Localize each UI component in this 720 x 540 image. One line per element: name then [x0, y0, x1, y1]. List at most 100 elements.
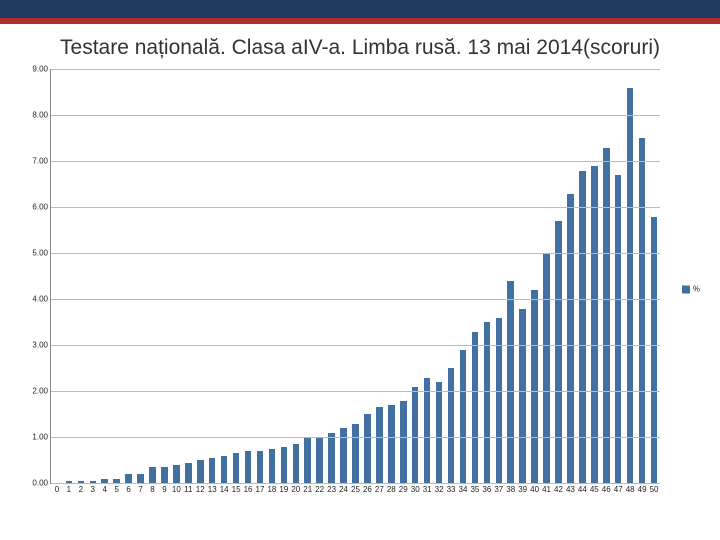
- x-tick-label: 44: [578, 483, 587, 494]
- grid-line: [51, 207, 660, 208]
- bar: [507, 281, 514, 483]
- x-tick-label: 33: [447, 483, 456, 494]
- x-tick-label: 45: [590, 483, 599, 494]
- x-tick-label: 6: [126, 483, 130, 494]
- bar: [448, 368, 455, 483]
- bar: [257, 451, 264, 483]
- x-tick-label: 36: [482, 483, 491, 494]
- grid-line: [51, 115, 660, 116]
- x-tick-label: 17: [256, 483, 265, 494]
- x-tick-label: 3: [91, 483, 95, 494]
- x-tick-label: 8: [150, 483, 154, 494]
- x-tick-label: 34: [459, 483, 468, 494]
- y-tick-label: 5.00: [32, 249, 51, 258]
- bar: [209, 458, 216, 483]
- bar: [496, 318, 503, 484]
- bar: [484, 322, 491, 483]
- bar: [293, 444, 300, 483]
- bar: [328, 433, 335, 484]
- legend: %: [682, 285, 700, 294]
- x-tick-label: 2: [79, 483, 83, 494]
- x-tick-label: 38: [506, 483, 515, 494]
- bar: [567, 194, 574, 484]
- grid-line: [51, 253, 660, 254]
- bar: [149, 467, 156, 483]
- y-tick-label: 8.00: [32, 111, 51, 120]
- bar: [400, 401, 407, 484]
- y-tick-label: 1.00: [32, 433, 51, 442]
- y-tick-label: 2.00: [32, 387, 51, 396]
- bar: [376, 407, 383, 483]
- x-tick-label: 50: [650, 483, 659, 494]
- x-tick-label: 26: [363, 483, 372, 494]
- legend-label: %: [693, 285, 700, 294]
- x-tick-label: 41: [542, 483, 551, 494]
- bar: [233, 453, 240, 483]
- bar: [603, 148, 610, 484]
- grid-line: [51, 299, 660, 300]
- x-tick-label: 1: [67, 483, 71, 494]
- plot-area: 0.001.002.003.004.005.006.007.008.009.00…: [50, 69, 660, 484]
- bar: [173, 465, 180, 483]
- grid-line: [51, 69, 660, 70]
- bars-layer: [51, 69, 660, 483]
- x-tick-label: 9: [162, 483, 166, 494]
- x-tick-label: 27: [375, 483, 384, 494]
- x-tick-label: 49: [638, 483, 647, 494]
- x-tick-label: 37: [494, 483, 503, 494]
- bar: [197, 460, 204, 483]
- x-tick-label: 13: [208, 483, 217, 494]
- x-tick-label: 25: [351, 483, 360, 494]
- x-tick-label: 29: [399, 483, 408, 494]
- x-tick-label: 32: [435, 483, 444, 494]
- bar: [304, 437, 311, 483]
- bar: [388, 405, 395, 483]
- bar: [185, 463, 192, 484]
- bar: [591, 166, 598, 483]
- bar: [352, 424, 359, 484]
- bar: [137, 474, 144, 483]
- bar: [281, 447, 288, 484]
- x-tick-label: 30: [411, 483, 420, 494]
- y-tick-label: 9.00: [32, 65, 51, 74]
- x-tick-label: 35: [470, 483, 479, 494]
- x-tick-label: 10: [172, 483, 181, 494]
- bar: [519, 309, 526, 484]
- x-tick-label: 19: [279, 483, 288, 494]
- bar: [627, 88, 634, 484]
- x-tick-label: 18: [267, 483, 276, 494]
- bar: [472, 332, 479, 484]
- x-tick-label: 4: [103, 483, 107, 494]
- grid-line: [51, 437, 660, 438]
- bar: [245, 451, 252, 483]
- x-tick-label: 31: [423, 483, 432, 494]
- x-tick-label: 42: [554, 483, 563, 494]
- y-tick-label: 4.00: [32, 295, 51, 304]
- bar: [424, 378, 431, 484]
- bar: [221, 456, 228, 484]
- x-tick-label: 21: [303, 483, 312, 494]
- x-tick-label: 15: [232, 483, 241, 494]
- bar: [651, 217, 658, 484]
- chart-title: Testare națională. Clasa aIV-a. Limba ru…: [40, 34, 680, 61]
- grid-line: [51, 161, 660, 162]
- x-tick-label: 46: [602, 483, 611, 494]
- x-tick-label: 12: [196, 483, 205, 494]
- x-tick-label: 0: [55, 483, 59, 494]
- legend-swatch: [682, 285, 690, 293]
- bar: [125, 474, 132, 483]
- bar: [555, 221, 562, 483]
- bar: [531, 290, 538, 483]
- x-tick-label: 14: [220, 483, 229, 494]
- x-tick-label: 48: [626, 483, 635, 494]
- bar: [269, 449, 276, 483]
- y-tick-label: 0.00: [32, 479, 51, 488]
- x-tick-label: 40: [530, 483, 539, 494]
- bar: [364, 414, 371, 483]
- bar: [436, 382, 443, 483]
- x-tick-label: 16: [244, 483, 253, 494]
- x-tick-label: 23: [327, 483, 336, 494]
- x-tick-label: 47: [614, 483, 623, 494]
- chart-container: 0.001.002.003.004.005.006.007.008.009.00…: [20, 69, 700, 509]
- grid-line: [51, 391, 660, 392]
